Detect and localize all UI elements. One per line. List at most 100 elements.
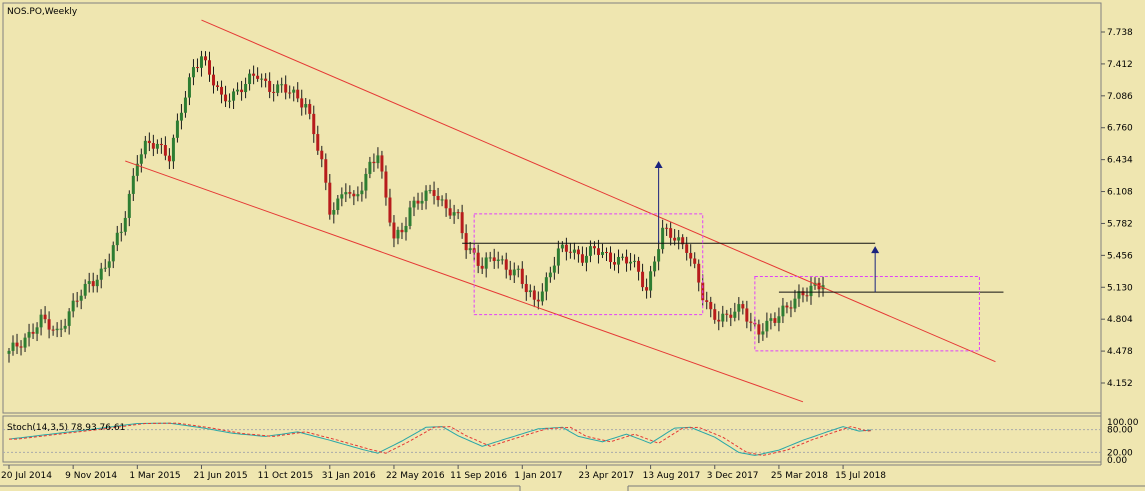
candle-body xyxy=(552,265,556,273)
candle-body xyxy=(372,161,376,164)
candle-body xyxy=(717,319,721,322)
candle-body xyxy=(103,267,107,269)
candle-body xyxy=(208,60,211,75)
stochastic-axis-label: 0.00 xyxy=(1107,456,1127,466)
candle-body xyxy=(312,113,316,135)
price-axis-label: 5.456 xyxy=(1107,251,1133,261)
price-axis-label: 5.782 xyxy=(1107,219,1133,229)
candle-body xyxy=(95,279,99,287)
target-arrow-head xyxy=(871,246,880,254)
candle-body xyxy=(649,271,653,291)
candle-body xyxy=(264,78,268,81)
candle-body xyxy=(348,192,352,194)
candle-body xyxy=(396,229,400,239)
candle-body xyxy=(516,268,520,270)
candle-body xyxy=(765,320,769,332)
annotation-overlays xyxy=(125,19,1004,403)
candle-body xyxy=(123,217,127,232)
time-axis-label: 25 Mar 2018 xyxy=(771,471,828,481)
candle-body xyxy=(572,249,576,253)
candle-body xyxy=(272,91,276,93)
candle-body xyxy=(496,259,500,262)
candle-body xyxy=(360,190,364,195)
candle-body xyxy=(199,56,203,68)
candle-body xyxy=(588,246,592,256)
candle-body xyxy=(584,255,588,263)
candle-body xyxy=(175,120,179,138)
candle-body xyxy=(580,254,584,263)
candle-body xyxy=(544,277,548,292)
candlestick-series xyxy=(7,50,825,363)
candle-body xyxy=(63,325,67,329)
candle-body xyxy=(352,193,356,197)
candle-body xyxy=(15,342,19,347)
candle-body xyxy=(733,311,737,318)
candle-body xyxy=(657,249,661,262)
candle-body xyxy=(512,269,516,276)
candle-body xyxy=(47,319,51,330)
candle-body xyxy=(135,163,139,176)
candle-body xyxy=(729,314,733,318)
candle-body xyxy=(613,262,617,265)
candle-body xyxy=(713,309,717,320)
candle-body xyxy=(203,56,207,61)
candle-body xyxy=(368,161,372,174)
candle-body xyxy=(75,300,79,302)
candle-body xyxy=(304,104,308,108)
candle-body xyxy=(600,252,604,255)
candle-body xyxy=(809,285,813,297)
candle-body xyxy=(629,261,633,264)
candle-body xyxy=(604,252,608,254)
candle-body xyxy=(31,331,35,334)
time-axis-label: 3 Dec 2017 xyxy=(707,471,759,481)
candle-body xyxy=(284,84,288,93)
candle-body xyxy=(777,316,781,323)
candle-body xyxy=(316,134,320,151)
time-axis-label: 21 Jun 2015 xyxy=(193,471,247,481)
candle-body xyxy=(212,74,216,86)
candle-body xyxy=(464,233,468,251)
candle-body xyxy=(179,112,183,121)
candle-body xyxy=(276,84,280,93)
candle-body xyxy=(332,210,336,215)
price-axis-label: 7.086 xyxy=(1107,92,1133,102)
candle-body xyxy=(256,75,260,79)
candle-body xyxy=(697,263,701,283)
candle-body xyxy=(548,272,552,278)
candle-body xyxy=(79,295,83,301)
candle-body xyxy=(147,140,151,144)
candle-body xyxy=(592,246,596,249)
time-axis-label: 13 Aug 2017 xyxy=(643,471,701,481)
candle-body xyxy=(232,91,236,101)
candle-body xyxy=(159,143,163,146)
candle-body xyxy=(91,281,95,287)
candle-body xyxy=(384,171,388,198)
candle-body xyxy=(528,290,532,293)
candle-body xyxy=(224,94,228,102)
candle-body xyxy=(709,301,713,310)
candle-body xyxy=(364,173,368,191)
candle-body xyxy=(400,229,404,233)
candle-body xyxy=(107,261,111,268)
candle-body xyxy=(444,199,448,209)
candle-body xyxy=(773,318,777,323)
time-axis-label: 22 May 2016 xyxy=(386,471,445,481)
candle-body xyxy=(376,155,380,164)
candle-body xyxy=(689,252,693,259)
candle-body xyxy=(504,259,508,270)
time-axis-label: 15 Jul 2018 xyxy=(835,471,886,481)
time-axis-label: 9 Nov 2014 xyxy=(65,471,117,481)
candle-body xyxy=(693,258,697,264)
candle-body xyxy=(236,89,240,92)
candle-body xyxy=(741,304,745,309)
candle-body xyxy=(428,190,432,192)
candle-body xyxy=(432,190,436,196)
candle-body xyxy=(633,260,637,262)
candle-body xyxy=(244,83,248,93)
candle-body xyxy=(520,268,524,284)
candle-body xyxy=(685,244,689,253)
candle-body xyxy=(536,299,540,302)
candle-body xyxy=(805,295,809,297)
candle-body xyxy=(524,283,528,293)
